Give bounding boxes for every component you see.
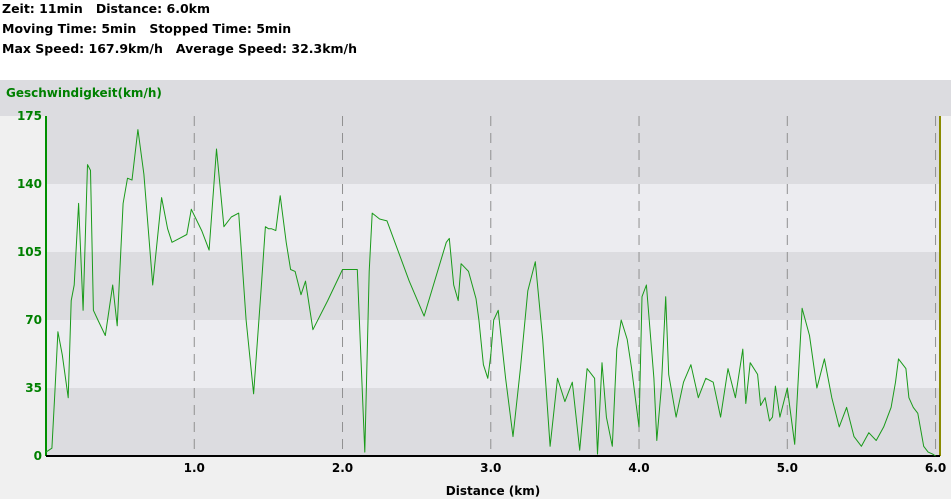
stopped-time-value: 5min <box>256 21 292 36</box>
distance-label: Distance: <box>95 1 163 16</box>
band-3 <box>46 184 940 252</box>
y-tick-label-5: 175 <box>17 109 42 123</box>
chart-x-ticks: 1.0 2.0 3.0 4.0 5.0 6.0 <box>184 461 947 475</box>
moving-time-label: Moving Time: <box>2 21 97 36</box>
x-tick-label-3: 4.0 <box>628 461 649 475</box>
y-axis-title: Geschwindigkeit(km/h) <box>6 86 162 100</box>
band-2 <box>46 252 940 320</box>
band-0 <box>46 388 940 456</box>
speed-chart-panel: 0 35 70 105 140 175 1.0 2.0 3.0 4.0 5.0 6.0 Geschw… <box>0 80 951 499</box>
x-tick-label-2: 3.0 <box>480 461 501 475</box>
x-tick-label-4: 5.0 <box>777 461 798 475</box>
moving-time-value: 5min <box>101 21 137 36</box>
summary-line-3: Max Speed: 167.9km/h Average Speed: 32.3… <box>2 41 357 56</box>
y-tick-label-3: 105 <box>17 245 42 259</box>
ride-summary: Zeit: 11min Distance: 6.0km Moving Time:… <box>0 0 951 80</box>
zeit-label: Zeit: <box>2 1 35 16</box>
y-tick-label-1: 35 <box>25 381 42 395</box>
series-line-0 <box>45 129 936 457</box>
avg-speed-label: Average Speed: <box>175 41 288 56</box>
y-tick-label-2: 70 <box>25 313 42 327</box>
max-speed-label: Max Speed: <box>2 41 85 56</box>
x-tick-label-1: 2.0 <box>332 461 353 475</box>
chart-axes <box>45 116 941 457</box>
avg-speed-value: 32.3km/h <box>291 41 358 56</box>
stopped-time-label: Stopped Time: <box>149 21 252 36</box>
chart-bands <box>0 80 951 456</box>
max-speed-value: 167.9km/h <box>88 41 163 56</box>
chart-vertical-grid <box>193 116 937 456</box>
zeit-value: 11min <box>39 1 83 16</box>
y-tick-label-0: 0 <box>34 449 42 463</box>
distance-value: 6.0km <box>166 1 210 16</box>
summary-line-1: Zeit: 11min Distance: 6.0km <box>2 1 210 16</box>
x-tick-label-5: 6.0 <box>925 461 946 475</box>
band-4 <box>46 116 940 184</box>
speed-chart[interactable]: 0 35 70 105 140 175 1.0 2.0 3.0 4.0 5.0 6.0 Geschw… <box>0 80 951 499</box>
chart-y-ticks: 0 35 70 105 140 175 <box>17 109 42 463</box>
band-top <box>0 80 951 116</box>
chart-series <box>45 129 936 457</box>
x-tick-label-0: 1.0 <box>184 461 205 475</box>
y-tick-label-4: 140 <box>17 177 42 191</box>
summary-line-2: Moving Time: 5min Stopped Time: 5min <box>2 21 291 36</box>
x-axis-title: Distance (km) <box>446 484 540 498</box>
